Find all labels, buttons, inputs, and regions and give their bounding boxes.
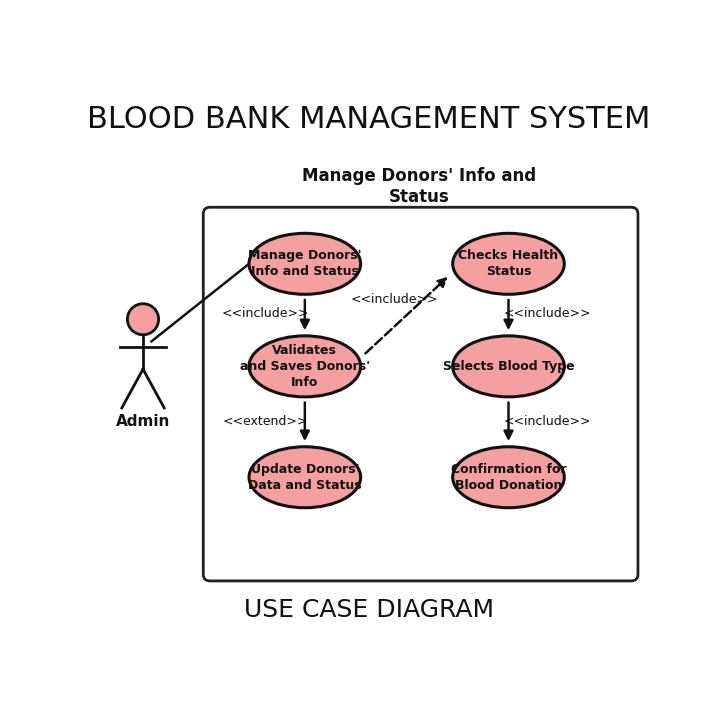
Text: Manage Donors' Info and
Status: Manage Donors' Info and Status — [302, 167, 536, 206]
Text: <<include>>: <<include>> — [504, 307, 591, 320]
Text: <<extend>>: <<extend>> — [223, 415, 308, 428]
Text: Manage Donors'
Info and Status: Manage Donors' Info and Status — [248, 249, 361, 279]
Text: Confirmation for
Blood Donation: Confirmation for Blood Donation — [451, 463, 567, 492]
Text: Validates
and Saves Donors'
Info: Validates and Saves Donors' Info — [240, 344, 370, 389]
FancyBboxPatch shape — [203, 207, 638, 581]
Text: USE CASE DIAGRAM: USE CASE DIAGRAM — [244, 598, 494, 622]
Text: Update Donors'
Data and Status: Update Donors' Data and Status — [248, 463, 361, 492]
Text: Admin: Admin — [116, 414, 170, 429]
Ellipse shape — [249, 233, 361, 294]
Text: <<include>>: <<include>> — [222, 307, 310, 320]
Ellipse shape — [249, 446, 361, 508]
Ellipse shape — [453, 446, 564, 508]
Ellipse shape — [453, 233, 564, 294]
Ellipse shape — [249, 336, 361, 397]
Text: <<include>>: <<include>> — [504, 415, 591, 428]
Ellipse shape — [453, 336, 564, 397]
Text: Checks Health
Status: Checks Health Status — [459, 249, 559, 279]
Text: BLOOD BANK MANAGEMENT SYSTEM: BLOOD BANK MANAGEMENT SYSTEM — [87, 105, 651, 134]
Text: Selects Blood Type: Selects Blood Type — [443, 360, 575, 373]
Circle shape — [127, 304, 158, 335]
Text: <<include>>: <<include>> — [351, 293, 438, 306]
